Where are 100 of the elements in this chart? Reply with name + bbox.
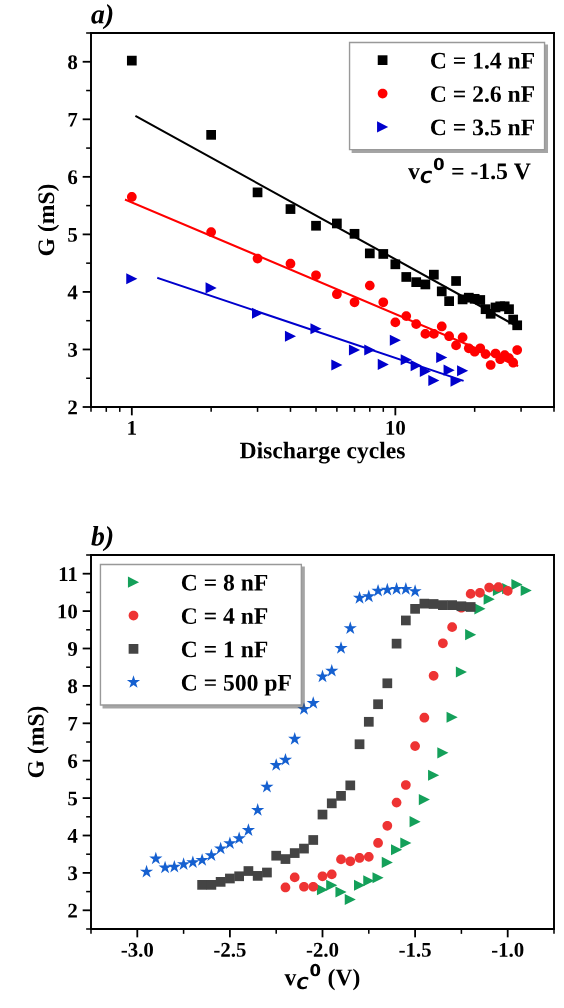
y-tick-label: 2	[68, 903, 77, 918]
point	[520, 584, 532, 597]
point	[326, 879, 338, 891]
point	[373, 838, 383, 848]
point	[447, 622, 457, 633]
point	[297, 702, 311, 715]
point	[493, 582, 504, 593]
y-tick-label: 4	[67, 285, 78, 300]
point	[306, 696, 320, 709]
point	[382, 678, 393, 689]
point	[299, 881, 309, 892]
legend-label: C = 2.6 nF	[430, 86, 534, 103]
x-tick-label: -2.0	[306, 942, 339, 957]
point	[408, 584, 422, 597]
point	[400, 837, 412, 849]
point	[363, 851, 374, 862]
point	[373, 699, 383, 710]
y-tick-label: 9	[67, 641, 78, 656]
point	[380, 582, 394, 596]
point	[400, 780, 411, 790]
point	[269, 758, 283, 771]
point	[484, 582, 495, 593]
point	[455, 666, 467, 678]
y-tick-label: 4	[67, 829, 78, 843]
point	[391, 797, 402, 808]
point	[447, 600, 457, 610]
point	[345, 856, 356, 867]
point	[326, 869, 337, 880]
point	[511, 578, 523, 591]
y-tick-label: 5	[68, 227, 78, 242]
point	[465, 602, 476, 612]
point	[410, 741, 420, 751]
point	[234, 871, 245, 882]
point	[204, 848, 218, 861]
point	[418, 794, 430, 806]
point	[343, 621, 357, 634]
point	[243, 866, 254, 876]
point	[428, 670, 439, 681]
point	[215, 877, 226, 887]
point	[299, 843, 309, 854]
point	[438, 638, 448, 649]
point	[389, 582, 404, 595]
point	[278, 753, 293, 766]
y-tick-label: 8	[68, 679, 78, 694]
point	[289, 872, 300, 883]
point	[336, 790, 346, 801]
point	[428, 769, 440, 781]
point	[399, 582, 413, 595]
point	[354, 739, 365, 750]
point	[206, 880, 217, 890]
point	[363, 716, 374, 727]
point	[325, 664, 339, 677]
point	[232, 831, 246, 845]
point	[345, 780, 356, 791]
point	[336, 854, 346, 865]
point	[197, 880, 207, 890]
point	[437, 747, 449, 759]
x-tick-label: 1	[128, 420, 136, 435]
point	[419, 712, 430, 723]
y-tick-label: 3	[68, 342, 78, 357]
legend-label: C = 1.4 nF	[430, 52, 534, 69]
point	[419, 598, 430, 609]
y-tick-label: 2	[68, 400, 77, 415]
point	[335, 886, 347, 898]
x-axis-title: Discharge cycles	[239, 441, 405, 464]
point	[352, 591, 367, 604]
point	[149, 851, 163, 865]
point	[158, 860, 172, 874]
point	[252, 871, 263, 881]
y-axis-title: G (mS)	[37, 184, 60, 256]
x-tick-label: -1.0	[491, 942, 524, 957]
chart-title: b)	[91, 526, 113, 552]
legend-label: C = 1 nF	[181, 641, 268, 658]
point	[289, 848, 300, 858]
x-tick-label: -3.0	[121, 942, 153, 957]
point	[195, 853, 209, 866]
point	[214, 841, 228, 855]
point	[241, 823, 256, 836]
point	[315, 669, 330, 683]
point	[438, 600, 448, 610]
point	[362, 589, 376, 603]
point	[381, 856, 393, 868]
y-tick-label: 7	[68, 716, 78, 731]
point	[410, 603, 420, 614]
point	[354, 853, 365, 863]
x-tick-label: -1.5	[399, 942, 431, 957]
point	[326, 798, 337, 809]
point	[308, 881, 319, 892]
y-tick-label: 11	[59, 567, 77, 581]
point	[288, 732, 302, 745]
y-tick-label: 5	[68, 791, 78, 806]
point	[186, 855, 200, 869]
x-tick-label: -2.5	[214, 942, 246, 957]
point	[317, 871, 328, 882]
y-tick-label: 8	[68, 55, 78, 70]
point	[334, 641, 348, 654]
point	[428, 599, 439, 609]
y-tick-label: 3	[68, 866, 78, 881]
y-tick-label: 7	[68, 112, 78, 127]
point	[344, 893, 356, 906]
